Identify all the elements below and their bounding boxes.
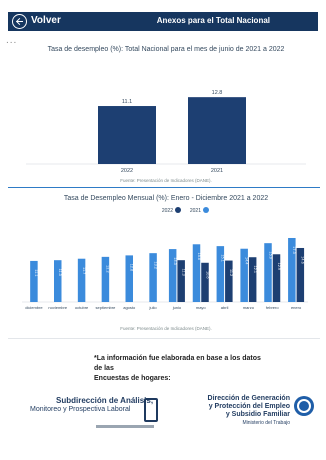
chart2-bar-2021-mayo	[192, 244, 201, 302]
chart2-category-label: noviembre	[48, 305, 67, 310]
chart2-bar-2022-enero	[296, 247, 305, 302]
chart2-value-label-2021: 11.3	[58, 269, 62, 276]
logo-right-line-1: Dirección de Generación	[207, 395, 290, 402]
chart1-category-label: 2021	[211, 168, 223, 174]
chart2-legend-swatch-2021	[203, 207, 209, 213]
chart2-value-label-2022: 11.2	[229, 269, 233, 276]
chart2-bar-2022-abril	[225, 260, 233, 302]
chart2-value-label-2021: 12.2	[106, 265, 110, 272]
chart2-value-label-2021: 15.1	[221, 254, 225, 261]
chart2-value-label-2022: 14.6	[301, 256, 305, 263]
chart2-value-label-2021: 11.1	[34, 269, 38, 276]
chart2-bar-2021-octubre	[77, 258, 86, 302]
chart2-value-label-2021: 15.6	[197, 253, 201, 260]
chart2-legend-swatch-2022	[175, 207, 181, 213]
back-button[interactable]: Volver	[12, 14, 76, 29]
chart1-plot: 12.8 2021 11.1 2022	[26, 90, 306, 174]
section-divider-2	[8, 338, 320, 339]
chart2-bar-2021-marzo	[240, 248, 248, 302]
top-header-bar: Volver Anexos para el Total Nacional	[8, 12, 318, 31]
logo-right-line-4: Ministerio del Trabajo	[242, 420, 290, 426]
chart2-source: Fuente: Presentación de Indicadores (DAN…	[120, 326, 212, 331]
note-line-1: *La información fue elaborada en base a …	[94, 355, 261, 372]
chart2-bar-2021-abril	[216, 246, 225, 302]
chart2-bar-2022-marzo	[248, 257, 257, 302]
chart2-bar-2021-enero	[288, 237, 296, 302]
chart2-bar-2021-diciembre	[30, 260, 38, 302]
chart1-bar-2021	[188, 97, 246, 164]
logo-right-line-3: y Subsidio Familiar	[225, 411, 290, 418]
chart2-category-label: mayo	[196, 305, 207, 310]
chart2-legend-label: 2021	[190, 208, 201, 214]
chart2-category-label: enero	[291, 305, 302, 310]
chart2-value-label-2021: 11.7	[82, 267, 86, 274]
chart2-category-label: octubre	[75, 305, 89, 310]
logo-left-line-1: Subdirección de Análisis,	[56, 396, 154, 405]
chart2-value-label-2022: 12.9	[277, 263, 281, 270]
chart2-value-label-2021: 17.3	[292, 246, 296, 253]
chart1-title: Tasa de desempleo (%): Total Nacional pa…	[47, 46, 285, 53]
chart2-value-label-2021: 13.2	[153, 261, 157, 268]
chart2-title: Tasa de Desempleo Mensual (%): Enero - D…	[63, 195, 269, 202]
chart2-category-label: julio	[149, 305, 158, 310]
chart2-bar-2021-noviembre	[54, 260, 62, 302]
chart-annual-unemployment: Tasa de desempleo (%): Total Nacional pa…	[16, 40, 316, 188]
chart2-bar-2021-julio	[149, 253, 157, 302]
chart2-bar-2021-agosto	[125, 255, 133, 302]
chart1-source: Fuente: Presentación de Indicadores (DAN…	[120, 178, 212, 183]
note-line-2: Encuestas de hogares:	[94, 375, 171, 382]
more-options-dots[interactable]: ...	[6, 35, 18, 46]
chart2-value-label-2022: 10.6	[205, 271, 209, 278]
chart1-value-label: 12.8	[212, 90, 223, 96]
chart2-category-label: febrero	[266, 305, 279, 310]
chart2-bar-2022-febrero	[272, 254, 281, 302]
logo-right-line-2: y Protección del Empleo	[208, 403, 290, 410]
logo-subdireccion: Subdirección de Análisis, Monitoreo y Pr…	[28, 394, 158, 430]
chart2-category-label: abril	[221, 305, 229, 310]
chart2-category-label: diciembre	[25, 305, 43, 310]
chart2-category-label: agosto	[123, 305, 136, 310]
chart2-bar-2022-mayo	[201, 262, 209, 302]
chart-monthly-unemployment: Tasa de Desempleo Mensual (%): Enero - D…	[16, 190, 316, 336]
section-divider	[8, 187, 320, 188]
chart2-plot: 2021 2022 17.3 14.6 enero 15.9 12.9 febrero 14.4…	[22, 207, 308, 310]
chart2-bar-2021-febrero	[264, 243, 272, 302]
chart2-value-label-2022: 12.1	[253, 266, 257, 273]
back-button-label: Volver	[31, 15, 61, 26]
chart2-category-label: junio	[172, 305, 182, 310]
chart2-bar-2021-septiembre	[101, 256, 110, 302]
chart2-legend-label: 2022	[162, 208, 173, 214]
chart2-category-label: marzo	[243, 305, 255, 310]
chart2-value-label-2021: 14.4	[244, 257, 248, 264]
subdireccion-logo-icon	[144, 398, 158, 422]
chart2-bar-2022-junio	[177, 260, 185, 302]
chart1-value-label: 11.1	[122, 99, 132, 105]
ministry-emblem-icon	[294, 396, 314, 416]
logo-left-strip	[96, 425, 154, 428]
chart2-value-label-2021: 12.6	[130, 264, 134, 271]
chart2-bar-2021-junio	[168, 249, 177, 302]
chart1-bar-2022	[98, 106, 156, 164]
chart2-value-label-2021: 15.9	[268, 251, 272, 258]
chart2-value-label-2021: 14.3	[173, 257, 177, 264]
chart1-category-label: 2022	[121, 168, 133, 174]
chart2-value-label-2022: 11.3	[181, 269, 185, 276]
logo-direccion: Dirección de Generación y Protección del…	[176, 394, 318, 430]
page-title: Anexos para el Total Nacional	[156, 16, 270, 25]
data-source-note: *La información fue elaborada en base a …	[94, 354, 264, 384]
chart2-category-label: septiembre	[96, 305, 117, 310]
logo-left-line-2: Monitoreo y Prospectiva Laboral	[30, 406, 131, 413]
arrow-left-circle-icon	[12, 14, 27, 29]
